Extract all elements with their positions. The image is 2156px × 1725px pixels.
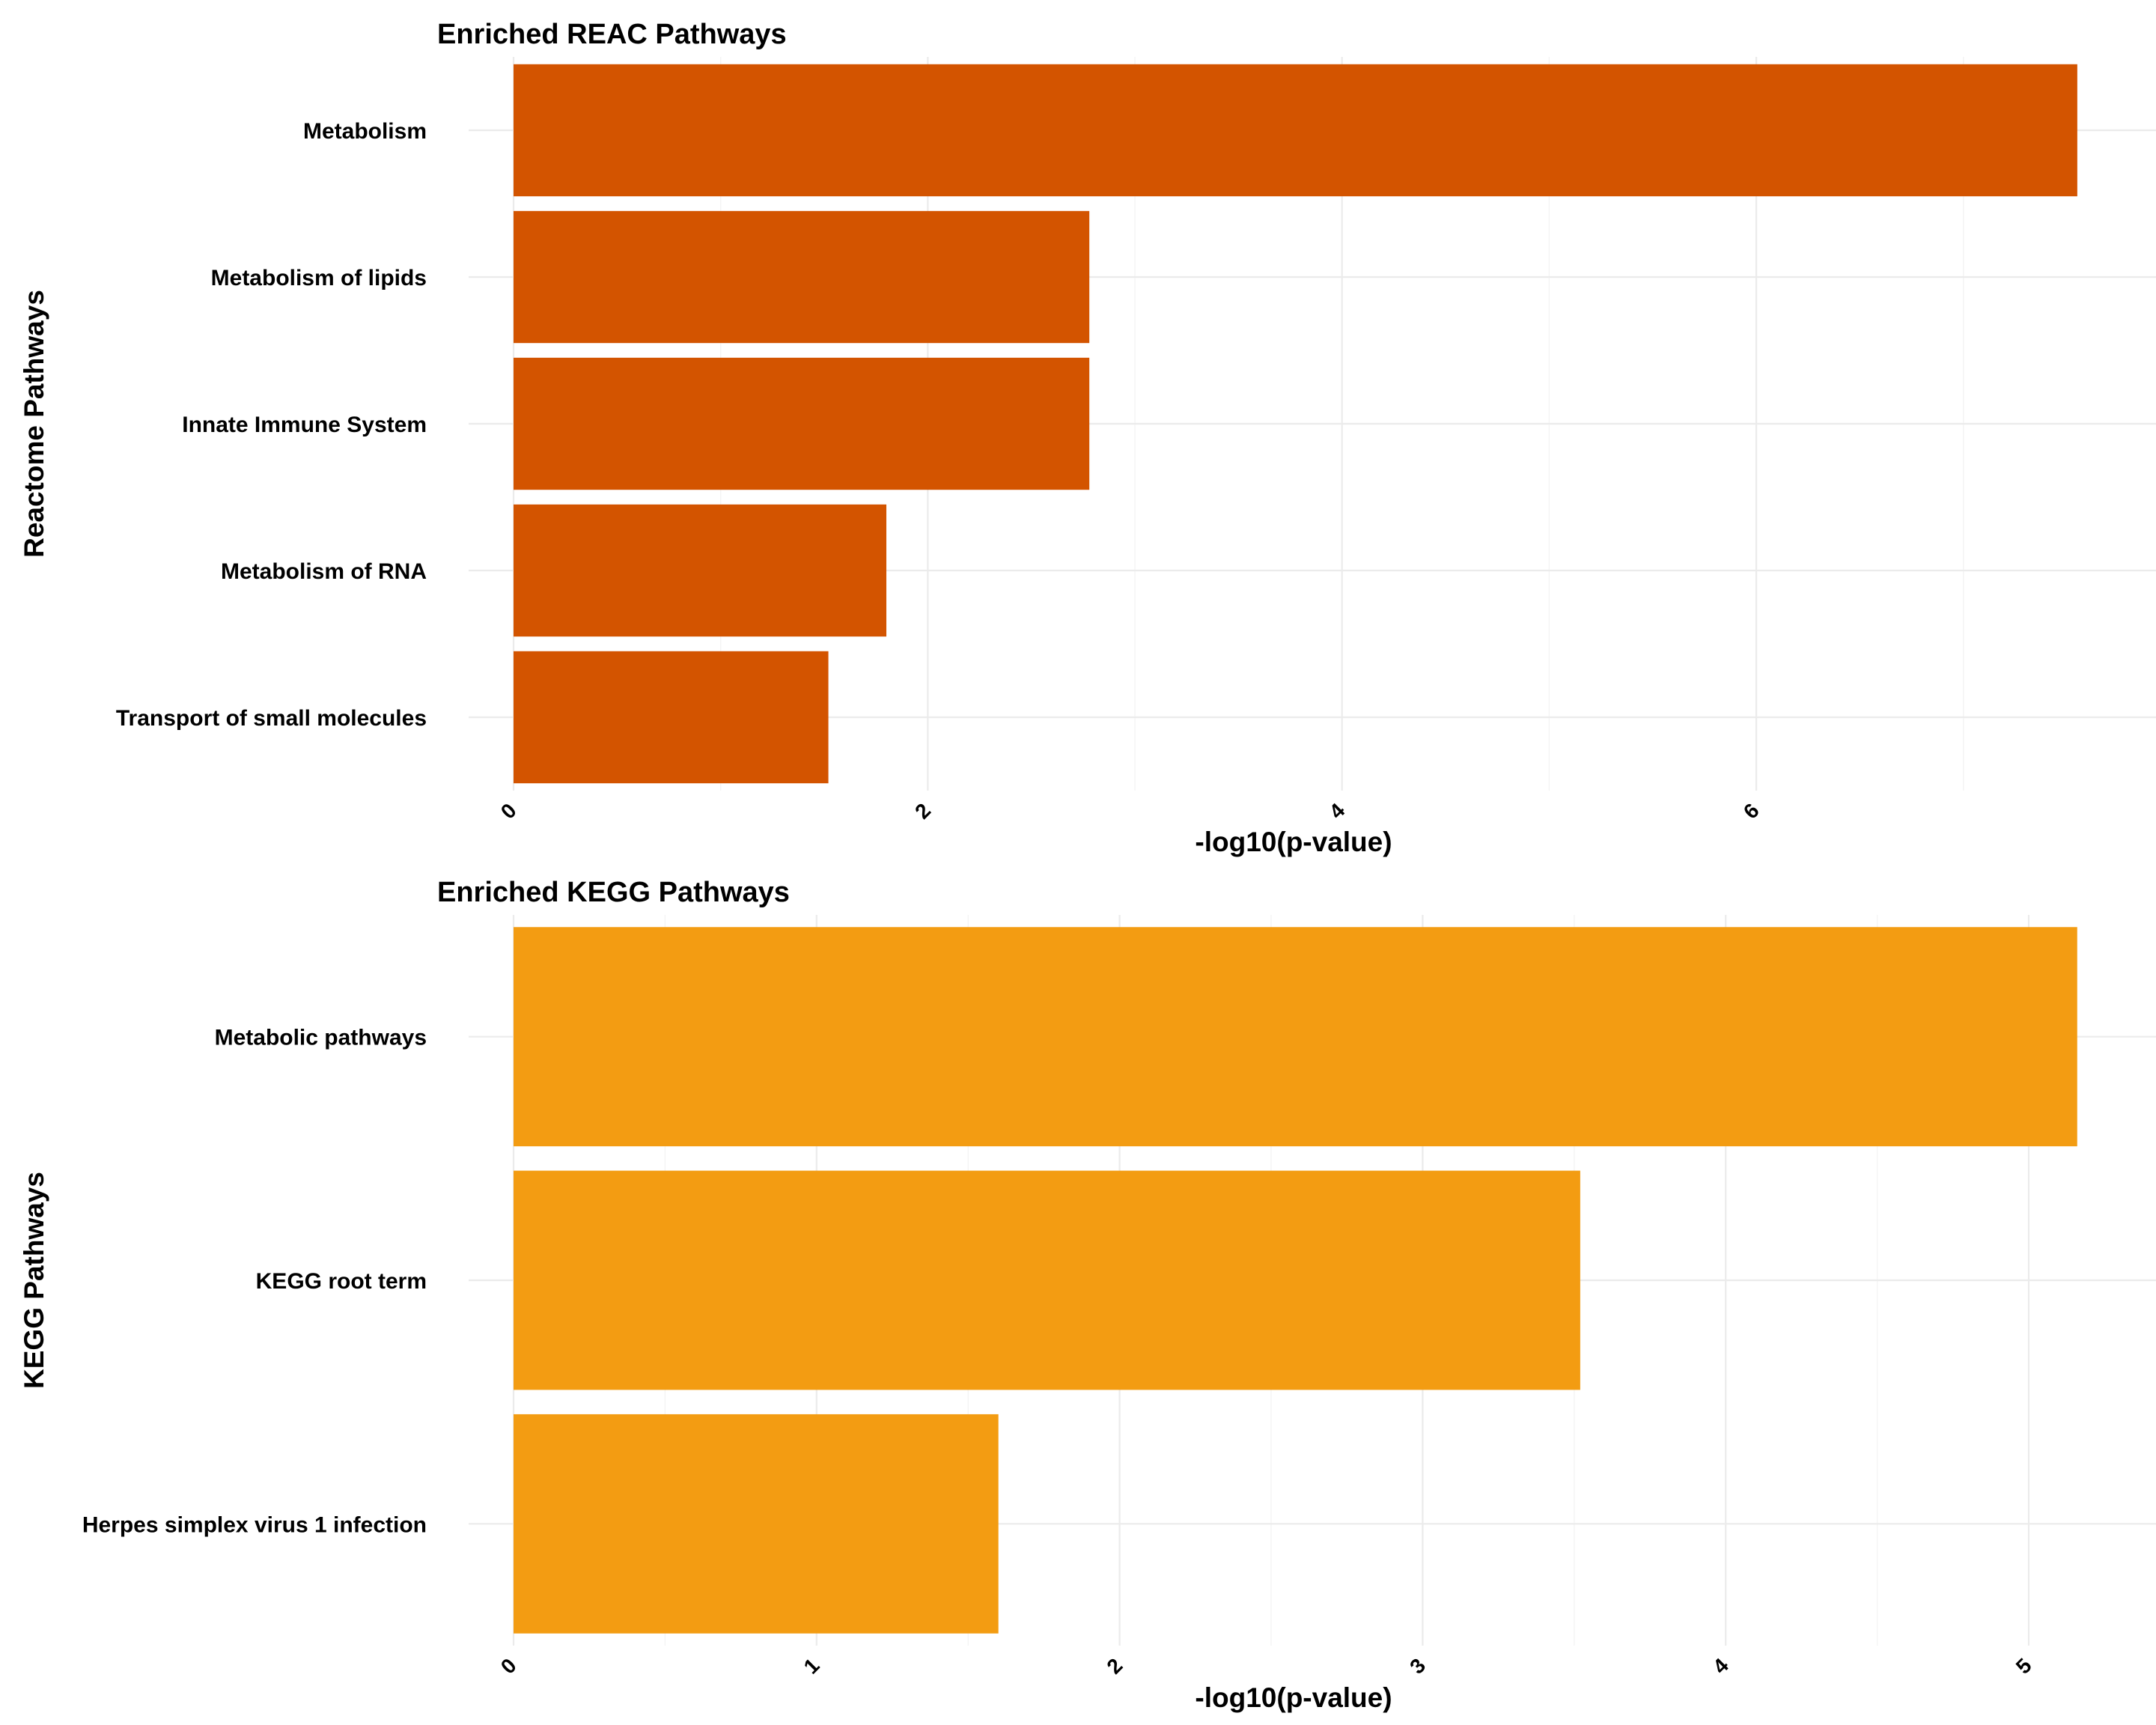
x-tick-label: 3 xyxy=(1405,1654,1430,1679)
x-tick-label: 6 xyxy=(1739,799,1764,824)
bar xyxy=(514,651,829,784)
x-tick-label: 0 xyxy=(496,799,521,824)
x-tick-label: 5 xyxy=(2012,1654,2036,1679)
x-tick-label: 2 xyxy=(910,799,935,824)
x-tick-label: 2 xyxy=(1102,1654,1127,1679)
x-tick-label: 4 xyxy=(1708,1654,1733,1679)
category-label: Transport of small molecules xyxy=(116,706,427,731)
bars xyxy=(514,927,2077,1634)
y-tick-labels: Metabolic pathways KEGG root term Herpes s… xyxy=(82,1026,427,1538)
x-axis-title: -log10(p-value) xyxy=(1195,1682,1392,1713)
bar xyxy=(514,64,2077,197)
bars xyxy=(514,64,2077,784)
x-tick-label: 0 xyxy=(496,1654,521,1679)
chart-title: Enriched REAC Pathways xyxy=(437,19,787,50)
bar xyxy=(514,1170,1580,1390)
category-label: Metabolic pathways xyxy=(215,1026,427,1050)
bar xyxy=(514,927,2077,1147)
y-axis-title: KEGG Pathways xyxy=(19,1172,49,1389)
chart-panel-2: Metabolic pathways KEGG root term Herpes s… xyxy=(19,877,2156,1713)
bar xyxy=(514,504,887,637)
chart-title: Enriched KEGG Pathways xyxy=(437,877,790,908)
category-label: Herpes simplex virus 1 infection xyxy=(82,1512,427,1537)
y-tick-labels: Metabolism Metabolism of lipids Innate Imm… xyxy=(116,119,427,731)
x-tick-label: 1 xyxy=(800,1654,824,1679)
bar xyxy=(514,210,1090,344)
y-axis-title: Reactome Pathways xyxy=(19,290,49,558)
category-label: Metabolism of RNA xyxy=(221,559,427,584)
category-label: Innate Immune System xyxy=(182,413,427,437)
category-label: KEGG root term xyxy=(256,1269,427,1294)
x-tick-labels: 0 1 2 3 4 5 xyxy=(496,1654,2036,1679)
x-tick-labels: 0 2 4 6 xyxy=(496,799,1764,824)
chart-panel-1: Metabolism Metabolism of lipids Innate Imm… xyxy=(19,19,2156,857)
bar xyxy=(514,357,1090,490)
x-tick-label: 4 xyxy=(1324,799,1349,824)
bar xyxy=(514,1414,999,1634)
category-label: Metabolism of lipids xyxy=(211,266,427,290)
category-label: Metabolism xyxy=(303,119,427,144)
x-axis-title: -log10(p-value) xyxy=(1195,827,1392,857)
